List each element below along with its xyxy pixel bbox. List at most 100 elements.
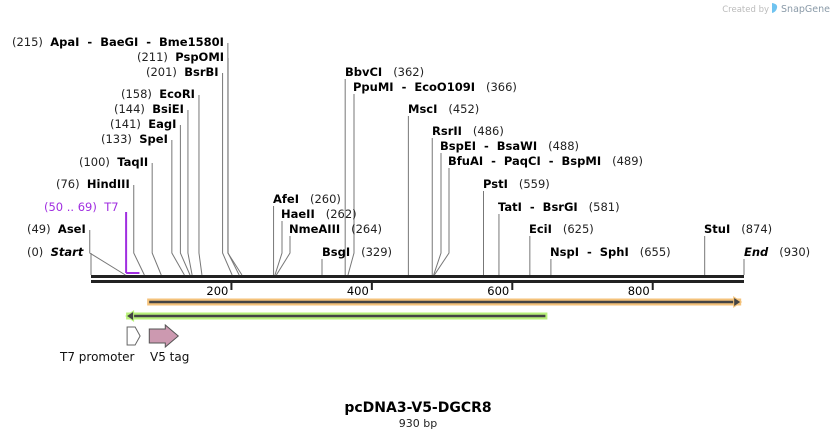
site-position: (215) <box>12 35 43 49</box>
restriction-site-label[interactable]: (141) EagI <box>110 117 176 131</box>
restriction-site-label[interactable]: (215) ApaI - BaeGI - Bme1580I <box>12 35 224 49</box>
ruler-tick-label: 600 <box>487 284 510 298</box>
backbone-bottom-strand <box>91 280 744 283</box>
feature-label[interactable]: T7 promoter <box>60 350 135 364</box>
primer-label[interactable]: (50 .. 69) T7 <box>44 200 119 214</box>
ruler-tick-label: 800 <box>627 284 650 298</box>
site-position: (76) <box>56 177 80 191</box>
restriction-site-label[interactable]: (211) PspOMI <box>137 50 224 64</box>
site-connector-line <box>133 185 145 276</box>
site-position: (581) <box>588 200 620 214</box>
site-connector-line <box>227 43 243 276</box>
enzyme-name: AseI <box>57 222 86 236</box>
site-position: (329) <box>361 245 393 259</box>
feature-label[interactable]: V5 tag <box>150 350 190 364</box>
restriction-site-label[interactable]: BfuAI - PaqCI - BspMI (489) <box>448 154 643 168</box>
site-position: (486) <box>472 124 504 138</box>
restriction-site-label[interactable]: (144) BsiEI <box>114 102 184 116</box>
restriction-site-label[interactable]: NmeAIII (264) <box>289 222 382 236</box>
site-position: (366) <box>485 80 517 94</box>
restriction-site-label[interactable]: HaeII (262) <box>281 207 357 221</box>
site-connector-line <box>227 58 240 276</box>
site-position: (930) <box>779 245 811 259</box>
restriction-site-label[interactable]: (49) AseI <box>27 222 86 236</box>
enzyme-name: NmeAIII <box>289 222 341 236</box>
site-position: (264) <box>351 222 383 236</box>
restriction-site-label[interactable]: (133) SpeI <box>101 132 168 146</box>
site-connector-line <box>274 221 283 276</box>
enzyme-name: BbvCI <box>345 65 383 79</box>
site-position: (100) <box>79 155 110 169</box>
site-position: (625) <box>562 222 594 236</box>
site-connector-line <box>433 153 442 276</box>
enzyme-name: MscI <box>408 102 438 116</box>
site-position: (874) <box>741 222 773 236</box>
restriction-site-label[interactable]: MscI (452) <box>408 102 479 116</box>
site-position: (158) <box>121 87 152 101</box>
site-connector-line <box>151 163 162 276</box>
restriction-site-label[interactable]: TatI - BsrGI (581) <box>498 200 620 214</box>
ruler-tick-label: 200 <box>206 284 229 298</box>
restriction-site-label[interactable]: AfeI (260) <box>273 192 341 206</box>
restriction-site-label[interactable]: RsrII (486) <box>432 124 504 138</box>
ruler-tick <box>230 282 233 290</box>
credit-prefix: Created by <box>722 4 770 15</box>
site-connector-line <box>222 73 233 276</box>
restriction-site-label[interactable]: (201) BsrBI <box>146 65 219 79</box>
enzyme-name: HaeII <box>281 207 315 221</box>
map-length: 930 bp <box>398 417 438 430</box>
enzyme-name: EcoRI <box>159 87 195 101</box>
primer-position: (50 .. 69) <box>44 200 97 214</box>
site-position: (489) <box>612 154 644 168</box>
restriction-site-label[interactable]: StuI (874) <box>704 222 772 236</box>
site-position: (559) <box>518 177 550 191</box>
tag-arrow-icon <box>148 323 180 349</box>
enzyme-name: End <box>744 245 769 259</box>
enzyme-name: Start <box>50 245 84 259</box>
site-connector-line <box>187 110 193 276</box>
restriction-site-label[interactable]: BsgI (329) <box>322 245 392 259</box>
restriction-site-label[interactable]: PstI (559) <box>483 177 550 191</box>
enzyme-name: BfuAI - PaqCI - BspMI <box>448 154 602 168</box>
site-connector-line <box>179 125 191 276</box>
map-title: pcDNA3-V5-DGCR8 <box>344 400 492 416</box>
enzyme-name: NspI - SphI <box>550 245 629 259</box>
site-position: (452) <box>448 102 480 116</box>
site-connector-line <box>171 140 185 276</box>
site-position: (655) <box>639 245 671 259</box>
site-connector-line <box>275 236 291 276</box>
enzyme-name: PpuMI - EcoO109I <box>353 80 475 94</box>
ruler-tick <box>511 282 514 290</box>
restriction-site-label[interactable]: (0) Start <box>27 245 83 259</box>
site-position: (362) <box>393 65 425 79</box>
restriction-site-label[interactable]: (76) HindIII <box>56 177 130 191</box>
enzyme-name: SpeI <box>139 132 168 146</box>
site-position: (201) <box>146 65 177 79</box>
promoter-arrow-icon <box>126 326 141 346</box>
restriction-site-label[interactable]: BspEI - BsaWI (488) <box>440 139 579 153</box>
restriction-site-label[interactable]: NspI - SphI (655) <box>550 245 671 259</box>
snapgene-logo-icon <box>771 2 779 17</box>
restriction-site-label[interactable]: (158) EcoRI <box>121 87 195 101</box>
enzyme-name: PstI <box>483 177 508 191</box>
restriction-site-label[interactable]: BbvCI (362) <box>345 65 424 79</box>
restriction-site-label[interactable]: EciI (625) <box>529 222 594 236</box>
site-position: (0) <box>27 245 44 259</box>
ruler-tick <box>370 282 373 290</box>
site-position: (133) <box>101 132 132 146</box>
arrow-left-icon <box>127 312 134 320</box>
arrow-right-icon <box>734 298 741 306</box>
primer-name: T7 <box>104 200 119 214</box>
restriction-site-label[interactable]: End (930) <box>744 245 810 259</box>
site-connector-line <box>433 168 450 276</box>
restriction-site-label[interactable]: PpuMI - EcoO109I (366) <box>353 80 517 94</box>
site-position: (49) <box>27 222 51 236</box>
enzyme-name: ApaI - BaeGI - Bme1580I <box>50 35 224 49</box>
restriction-site-label[interactable]: (100) TaqII <box>79 155 148 169</box>
enzyme-name: BsgI <box>322 245 351 259</box>
ruler-tick-label: 400 <box>346 284 369 298</box>
enzyme-name: StuI <box>704 222 731 236</box>
enzyme-name: HindIII <box>86 177 130 191</box>
enzyme-name: RsrII <box>432 124 462 138</box>
